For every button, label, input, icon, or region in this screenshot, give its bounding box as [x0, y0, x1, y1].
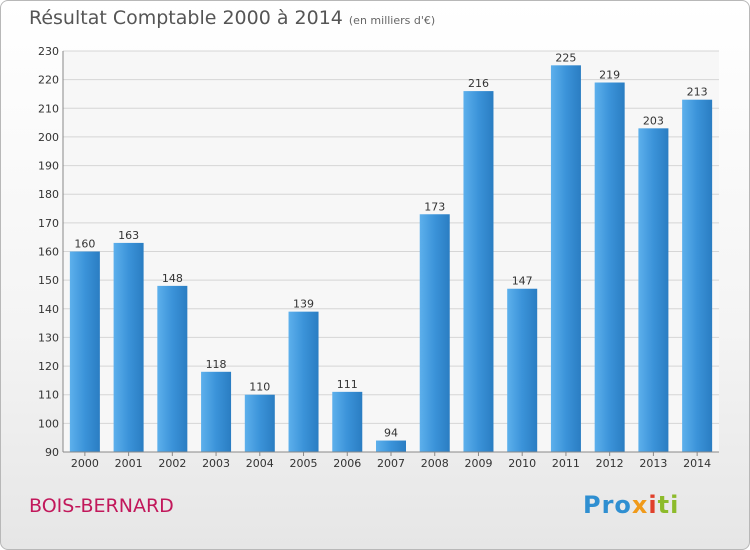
x-tick-label-2008: 2008: [421, 457, 449, 470]
bar-2000: [69, 251, 100, 452]
x-tick-label-2004: 2004: [246, 457, 274, 470]
y-tick-label: 120: [38, 360, 59, 373]
x-tick-label-2014: 2014: [683, 457, 711, 470]
y-tick-label: 90: [45, 446, 59, 459]
bars: 160 163 148 118 110 139 111 94 173 216 147 225 219 20…: [69, 51, 713, 453]
chart-subtitle: (en milliers d'€): [348, 14, 436, 27]
bar-2010: [507, 288, 538, 452]
bar-2007: [376, 440, 406, 452]
x-tick-label-2013: 2013: [639, 457, 667, 470]
y-tick-label: 190: [38, 160, 59, 173]
x-tick-label-2003: 2003: [202, 457, 230, 470]
bar-2004: [244, 394, 275, 452]
y-tick-label: 220: [38, 74, 59, 87]
y-tick-label: 130: [38, 331, 59, 344]
bar-2013: [638, 128, 669, 452]
value-label-2005: 139: [293, 298, 314, 311]
bar-2012: [594, 82, 625, 452]
value-label-2007: 94: [384, 427, 398, 440]
bar-2014: [682, 99, 713, 452]
y-tick-label: 150: [38, 274, 59, 287]
x-tick-label-2012: 2012: [596, 457, 624, 470]
x-tick-label-2009: 2009: [464, 457, 492, 470]
bar-2006: [332, 391, 363, 452]
y-tick-label: 200: [38, 131, 59, 144]
y-tick-label: 110: [38, 389, 59, 402]
y-tick-label: 180: [38, 188, 59, 201]
bar-2009: [463, 91, 494, 452]
x-tick-label-2000: 2000: [71, 457, 99, 470]
x-tick-label-2001: 2001: [115, 457, 143, 470]
proxiti-logo: Proxiti: [583, 491, 680, 519]
x-tick-label-2007: 2007: [377, 457, 405, 470]
value-label-2011: 225: [555, 51, 576, 64]
bar-2005: [288, 311, 319, 452]
axes: 90 100 110 120 130 140 150 160 170 180 190 200 210 22…: [38, 45, 719, 470]
value-label-2001: 163: [118, 229, 139, 242]
chart-title: Résultat Comptable 2000 à 2014 (en millie…: [29, 7, 435, 29]
bar-2011: [550, 65, 581, 453]
x-tick-label-2006: 2006: [333, 457, 361, 470]
y-tick-label: 140: [38, 303, 59, 316]
x-tick-label-2011: 2011: [552, 457, 580, 470]
y-tick-label: 160: [38, 246, 59, 259]
x-tick-label-2010: 2010: [508, 457, 536, 470]
value-label-2013: 203: [643, 114, 664, 127]
bar-2003: [201, 371, 232, 452]
chart-title-text: Résultat Comptable 2000 à 2014: [29, 7, 343, 29]
value-label-2009: 216: [468, 77, 489, 90]
value-label-2012: 219: [599, 69, 620, 82]
value-label-2010: 147: [512, 275, 533, 288]
x-tick-label-2002: 2002: [158, 457, 186, 470]
value-label-2004: 110: [249, 381, 270, 394]
value-label-2002: 148: [162, 272, 183, 285]
value-label-2008: 173: [424, 200, 445, 213]
y-tick-label: 210: [38, 102, 59, 115]
bar-2002: [157, 285, 188, 452]
bar-2001: [113, 242, 144, 452]
value-label-2014: 213: [687, 86, 708, 99]
value-label-2003: 118: [206, 358, 227, 371]
value-label-2000: 160: [74, 238, 95, 251]
value-label-2006: 111: [337, 378, 358, 391]
bar-2008: [419, 214, 450, 452]
y-tick-label: 230: [38, 45, 59, 58]
y-tick-label: 100: [38, 417, 59, 430]
commune-name: BOIS-BERNARD: [29, 495, 174, 517]
y-tick-label: 170: [38, 217, 59, 230]
x-tick-label-2005: 2005: [290, 457, 318, 470]
